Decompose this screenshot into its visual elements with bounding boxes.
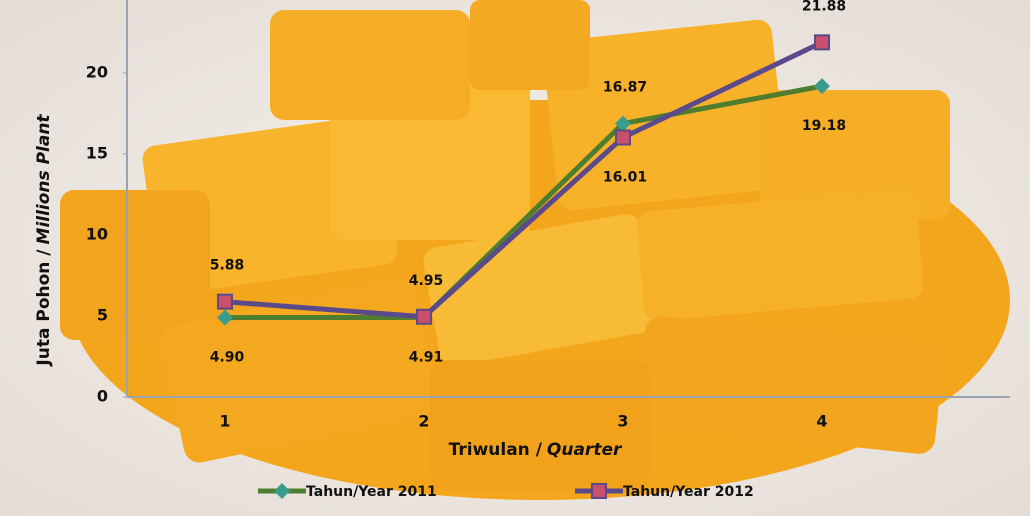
data-label: 21.88 bbox=[802, 0, 846, 14]
y-label-part: Juta Pohon / bbox=[34, 249, 54, 367]
x-label-part: Triwulan / bbox=[449, 440, 543, 460]
series bbox=[224, 40, 824, 320]
marker bbox=[615, 115, 631, 132]
legend-item: Tahun/Year 2012 bbox=[575, 483, 754, 500]
legend-marker bbox=[274, 483, 290, 499]
marker bbox=[615, 129, 631, 146]
marker bbox=[217, 309, 233, 326]
legend-label: Tahun/Year 2011 bbox=[306, 484, 437, 500]
y-axis-label: Juta Pohon / Millions Plant bbox=[34, 114, 54, 367]
x-tick-label: 2 bbox=[418, 412, 429, 431]
data-label: 16.01 bbox=[603, 170, 647, 186]
x-axis-label: Triwulan / Quarter bbox=[449, 440, 623, 460]
y-tick-label: 0 bbox=[97, 387, 108, 406]
y-tick-label: 20 bbox=[86, 62, 108, 81]
marker bbox=[814, 78, 830, 95]
legend-item: Tahun/Year 2011 bbox=[258, 483, 437, 500]
line bbox=[224, 83, 823, 321]
data-label: 19.18 bbox=[802, 118, 846, 134]
x-tick-label: 1 bbox=[219, 412, 230, 431]
x-tick-label: 4 bbox=[816, 412, 827, 431]
y-label-part: Millions Plant bbox=[34, 114, 54, 245]
y-tick-label: 15 bbox=[86, 143, 108, 162]
marker bbox=[217, 293, 233, 310]
x-label-part: Quarter bbox=[547, 440, 623, 460]
legend-label: Tahun/Year 2012 bbox=[623, 484, 754, 500]
marker bbox=[416, 308, 432, 325]
x-tick-label: 3 bbox=[617, 412, 628, 431]
y-tick-label: 10 bbox=[86, 224, 108, 243]
data-label: 4.90 bbox=[210, 350, 245, 366]
data-label: 4.91 bbox=[409, 349, 444, 365]
y-tick-label: 5 bbox=[97, 305, 108, 324]
data-label: 16.87 bbox=[603, 80, 647, 96]
marker bbox=[814, 34, 830, 51]
data-label: 5.88 bbox=[210, 258, 245, 274]
legend-marker bbox=[591, 483, 607, 499]
line bbox=[224, 40, 824, 320]
series bbox=[224, 83, 823, 321]
data-label: 4.95 bbox=[409, 273, 444, 289]
